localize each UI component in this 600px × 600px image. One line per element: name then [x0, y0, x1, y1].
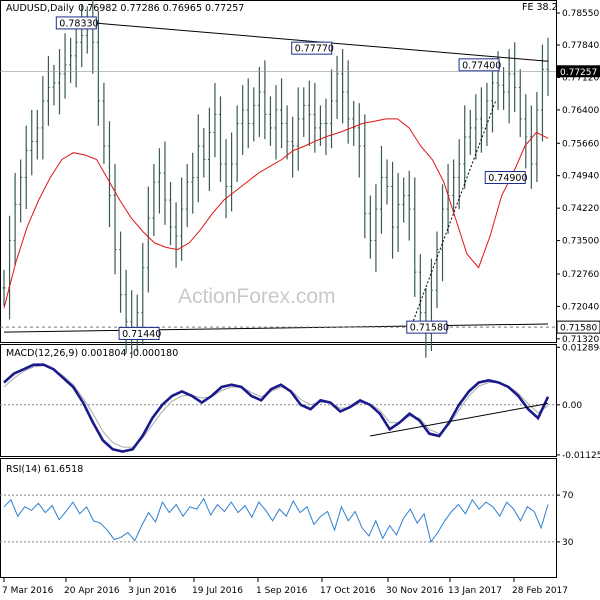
price-y-tick-label: 0.77120 — [562, 73, 599, 83]
price-panel-frame — [0, 0, 557, 343]
upper-trendline — [66, 20, 549, 62]
x-tick-label: 7 Mar 2016 — [2, 586, 54, 596]
x-tick-label: 30 Nov 2016 — [386, 586, 444, 596]
price-level-label: 0.71440 — [118, 326, 161, 340]
macd-y-tick-label: -0.011253 — [562, 451, 600, 461]
x-tick-label: 17 Oct 2016 — [320, 586, 376, 596]
price-y-tick-label: 0.72040 — [562, 302, 599, 312]
price-y-tick-label: 0.77840 — [562, 41, 599, 51]
macd-trendline — [370, 402, 549, 437]
price-level-label: 0.77400 — [458, 58, 501, 72]
macd-layer — [0, 363, 556, 453]
axis-layer: 0.78550 0.77840 0.77120 0.76400 0.75660 0.749… — [2, 9, 600, 596]
price-ohlc: 0.76982 0.77286 0.76965 0.77257 — [78, 3, 244, 14]
price-title-name: AUDUSD,Daily — [6, 3, 75, 14]
price-level-label: 0.78330 — [55, 16, 99, 30]
price-y-tick-label: 0.75660 — [562, 139, 599, 149]
price-level-label: 0.77770 — [291, 41, 334, 55]
price-label-box — [458, 58, 500, 72]
rsi-layer — [0, 494, 556, 544]
macd-y-tick-label: 0.012894 — [562, 343, 600, 353]
current-price-value: 0.77257 — [560, 68, 597, 78]
price-label-text: 0.71580 — [410, 323, 449, 334]
x-tick-label: 19 Jul 2016 — [192, 586, 243, 596]
x-tick-label: 3 Jun 2016 — [128, 586, 177, 596]
support-price-tag — [556, 320, 600, 334]
watermark: ActionForex.com — [178, 285, 336, 308]
price-label-box — [118, 326, 160, 340]
fe-label: FE 38.2 — [522, 2, 558, 13]
price-title: AUDUSD,Daily 0.76982 0.77286 0.76965 0.77… — [6, 3, 244, 14]
x-tick-label: 28 Feb 2017 — [512, 586, 568, 596]
price-y-tick-label: 0.71320 — [562, 335, 599, 345]
moving-average-line — [3, 118, 549, 309]
labels-layer: 0.78330 0.77770 0.77400 0.74900 0.71440 0.715… — [55, 16, 528, 340]
price-level-label: 0.74900 — [484, 171, 528, 185]
price-y-tick-label: 0.74940 — [562, 172, 599, 182]
price-y-tick-label: 0.78550 — [562, 9, 599, 19]
lower-trendline — [3, 323, 549, 333]
current-price-tag — [557, 65, 600, 78]
price-label-box — [291, 41, 333, 55]
price-label-text: 0.78330 — [59, 18, 98, 29]
price-label-text: 0.71440 — [122, 329, 161, 340]
price-level-label: 0.71580 — [406, 320, 449, 334]
rsi-panel-frame — [0, 458, 557, 578]
price-label-text: 0.77770 — [295, 44, 334, 55]
price-y-tick-label: 0.74220 — [562, 204, 599, 214]
price-label-box — [406, 320, 448, 334]
macd-signal-line — [3, 365, 549, 448]
price-y-tick-label: 0.76400 — [562, 106, 599, 116]
rsi-line — [3, 497, 549, 544]
price-label-text: 0.77400 — [462, 60, 501, 71]
x-tick-label: 20 Apr 2016 — [64, 586, 120, 596]
rsi-y-tick-label: 30 — [562, 538, 574, 548]
x-tick-label: 1 Sep 2016 — [256, 586, 308, 596]
price-bars — [2, 0, 550, 359]
macd-y-tick-label: 0.00 — [562, 401, 582, 411]
macd-line — [3, 363, 550, 453]
macd-panel-frame — [0, 344, 557, 457]
price-y-tick-label: 0.73500 — [562, 237, 599, 247]
x-tick-label: 13 Jan 2017 — [448, 586, 502, 596]
price-label-box — [484, 171, 526, 185]
support-price-value: 0.71580 — [560, 324, 597, 334]
price-y-tick-label: 0.72760 — [562, 270, 599, 280]
rsi-title: RSI(14) 61.6518 — [6, 464, 83, 475]
price-label-box — [55, 16, 97, 30]
price-label-text: 0.74900 — [488, 173, 527, 184]
rsi-y-tick-label: 70 — [562, 491, 574, 501]
macd-title: MACD(12,26,9) 0.001804 -0.000180 — [6, 348, 178, 359]
